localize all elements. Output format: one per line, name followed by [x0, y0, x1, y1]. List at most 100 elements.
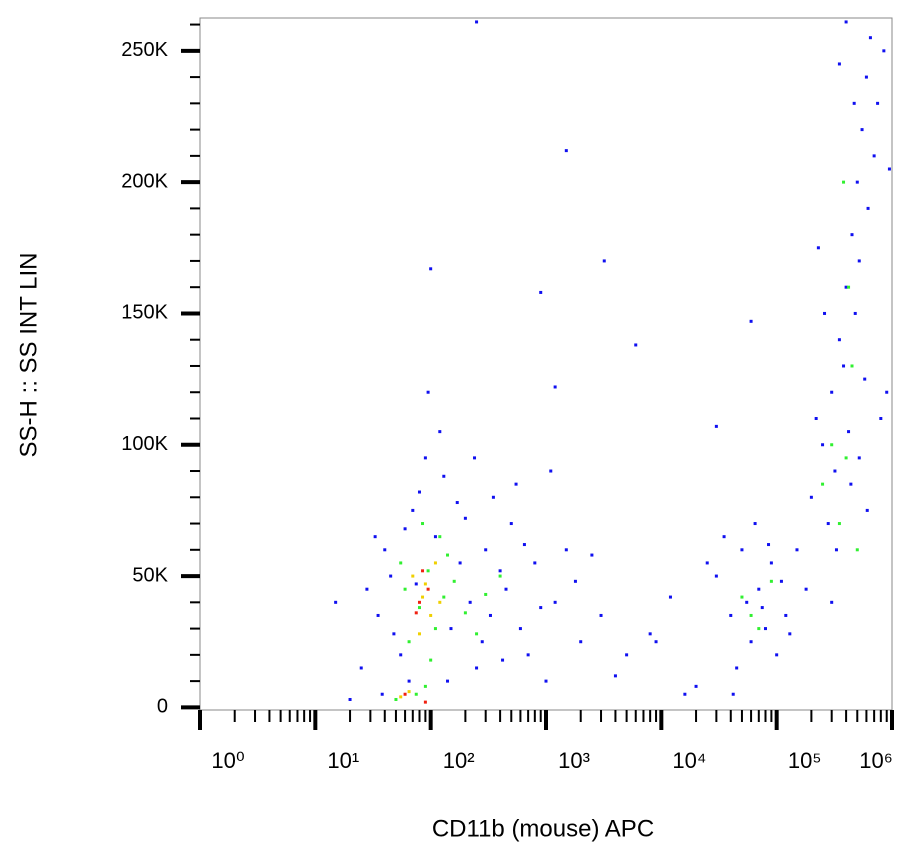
point	[850, 364, 854, 368]
point	[705, 561, 709, 565]
point	[830, 390, 834, 394]
point	[433, 561, 437, 565]
point	[809, 495, 813, 499]
point	[850, 233, 854, 237]
point	[414, 582, 418, 586]
point	[714, 574, 718, 578]
point	[421, 522, 425, 526]
point	[417, 632, 421, 636]
point	[863, 377, 867, 381]
point	[735, 666, 739, 670]
point	[423, 582, 427, 586]
point	[740, 595, 744, 599]
point	[775, 653, 779, 657]
point	[488, 613, 492, 617]
point	[414, 611, 418, 615]
point	[844, 20, 848, 24]
point	[731, 692, 735, 696]
point	[399, 653, 403, 657]
point	[426, 569, 430, 573]
point	[463, 516, 467, 520]
y-axis-title: SS-H :: SS INT LIN	[15, 253, 42, 458]
point	[484, 548, 488, 552]
point	[533, 561, 537, 565]
x-tick-label: 10¹	[327, 748, 359, 773]
point	[760, 606, 764, 610]
point	[458, 561, 462, 565]
point	[394, 697, 398, 701]
point	[749, 613, 753, 617]
point	[411, 574, 415, 578]
point	[403, 587, 407, 591]
point	[480, 640, 484, 644]
point	[473, 456, 477, 460]
point	[475, 666, 479, 670]
point	[855, 548, 859, 552]
x-tick-label: 10³	[558, 748, 590, 773]
point	[694, 684, 698, 688]
point	[816, 246, 820, 250]
point	[837, 522, 841, 526]
point	[613, 674, 617, 678]
point	[579, 640, 583, 644]
point	[423, 684, 427, 688]
point	[634, 343, 638, 347]
point	[757, 587, 761, 591]
point	[885, 390, 889, 394]
point	[452, 579, 456, 583]
point	[753, 522, 757, 526]
point	[518, 627, 522, 631]
point	[549, 469, 553, 473]
point	[544, 679, 548, 683]
point	[767, 543, 771, 547]
point	[788, 632, 792, 636]
point	[407, 690, 411, 694]
point	[365, 587, 369, 591]
point	[514, 482, 518, 486]
point	[757, 627, 761, 631]
point	[414, 692, 418, 696]
x-axis-title: CD11b (mouse) APC	[432, 815, 654, 842]
point	[403, 692, 407, 696]
point	[857, 456, 861, 460]
point	[849, 482, 853, 486]
point	[442, 474, 446, 478]
point	[407, 679, 411, 683]
point	[749, 640, 753, 644]
point	[887, 167, 891, 171]
point	[784, 613, 788, 617]
point	[417, 606, 421, 610]
point	[373, 535, 377, 539]
point	[423, 700, 427, 704]
point	[837, 338, 841, 342]
point	[455, 501, 459, 505]
point	[442, 595, 446, 599]
point	[446, 679, 450, 683]
point	[821, 443, 825, 447]
point	[844, 285, 848, 289]
point	[865, 508, 869, 512]
point	[769, 579, 773, 583]
point	[683, 692, 687, 696]
point	[853, 311, 857, 315]
point	[602, 259, 606, 263]
x-tick-label: 10⁴	[672, 748, 706, 773]
point	[407, 640, 411, 644]
y-tick-label: 250K	[121, 39, 168, 61]
point	[823, 311, 827, 315]
point	[564, 548, 568, 552]
point	[804, 587, 808, 591]
point	[814, 416, 818, 420]
point	[866, 206, 870, 210]
point	[463, 611, 467, 615]
point	[429, 658, 433, 662]
x-tick-label: 10²	[443, 748, 475, 773]
x-tick-label: 10⁶	[859, 748, 893, 773]
point	[590, 553, 594, 557]
point	[403, 527, 407, 531]
point	[864, 75, 868, 79]
point	[417, 490, 421, 494]
point	[879, 416, 883, 420]
point	[399, 561, 403, 565]
